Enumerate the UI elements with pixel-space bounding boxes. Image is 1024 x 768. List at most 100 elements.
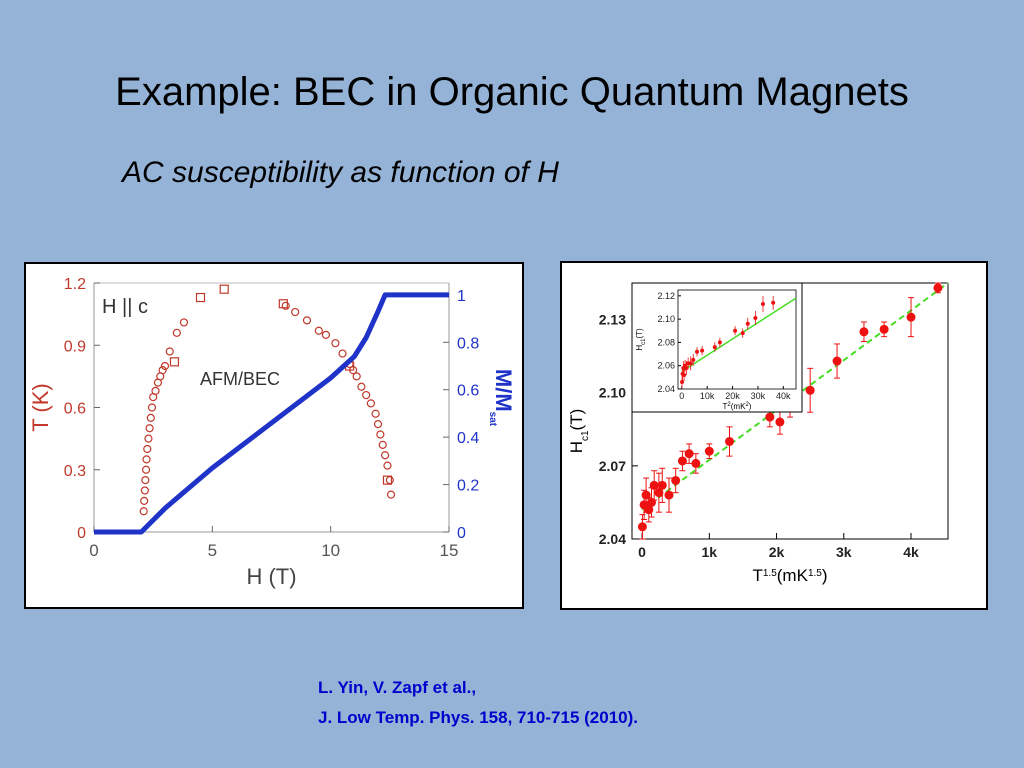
phase-boundary-point bbox=[147, 403, 157, 412]
left-figure-panel: 0 5 10 15 0 0.3 0.6 0.9 1.2 0 0.2 0.4 0.6 0.8 1 H (T) T … bbox=[24, 262, 524, 609]
phase-boundary-point bbox=[321, 330, 331, 339]
phase-boundary-point bbox=[381, 451, 390, 460]
data-point bbox=[832, 356, 842, 366]
phase-boundary-square-point bbox=[219, 284, 229, 294]
phase-boundary-point bbox=[146, 413, 155, 422]
inset-plot-frame bbox=[677, 289, 797, 390]
phase-boundary-point bbox=[314, 326, 323, 335]
x-axis-label: T1.5(mK1.5) bbox=[752, 566, 827, 585]
data-point bbox=[671, 475, 681, 485]
phase-boundary-point bbox=[140, 486, 149, 495]
inset-data-point bbox=[745, 321, 750, 326]
data-point bbox=[677, 456, 687, 466]
slide-title: Example: BEC in Organic Quantum Magnets bbox=[115, 70, 909, 114]
inset-data-point bbox=[688, 361, 693, 366]
inset-data-point bbox=[700, 348, 705, 353]
y-tick-label: 2.13 bbox=[599, 312, 626, 328]
phase-boundary-point bbox=[141, 465, 151, 474]
data-point bbox=[859, 327, 869, 337]
inset-y-tick-label: 2.08 bbox=[657, 337, 675, 347]
phase-boundary-point bbox=[160, 361, 170, 371]
data-point bbox=[691, 458, 701, 468]
phase-boundary-point bbox=[371, 409, 380, 418]
inset-x-tick-label: 30k bbox=[751, 391, 766, 401]
inset-x-axis-label: T2(mK2) bbox=[723, 402, 752, 411]
phase-boundary-point bbox=[362, 390, 371, 400]
y-left-tick-label: 1.2 bbox=[64, 276, 86, 293]
data-point bbox=[879, 324, 889, 334]
phase-boundary-point bbox=[291, 307, 300, 317]
y-left-tick-label: 0.3 bbox=[64, 463, 86, 480]
x-tick-label: 4k bbox=[903, 544, 919, 560]
inset-y-tick-label: 2.04 bbox=[657, 384, 675, 394]
y-axis-label: Hc1(T) bbox=[567, 409, 591, 454]
x-tick-label: 5 bbox=[208, 541, 217, 560]
y-right-tick-label: 0.4 bbox=[457, 430, 479, 447]
y-tick-label: 2.04 bbox=[599, 531, 626, 547]
phase-boundary-point bbox=[331, 339, 340, 348]
phase-boundary-point bbox=[338, 349, 347, 358]
inset-data-point bbox=[712, 345, 717, 350]
data-point bbox=[775, 417, 785, 427]
y-left-tick-label: 0.9 bbox=[64, 338, 86, 355]
phase-boundary-square-point bbox=[278, 299, 288, 309]
phase-boundary-point bbox=[172, 328, 181, 337]
phase-boundary-point bbox=[151, 386, 160, 396]
inset-fit-line bbox=[681, 297, 797, 373]
inset-y-axis-label: Hc1(T) bbox=[635, 328, 647, 351]
magnetization-curve bbox=[94, 292, 449, 535]
phase-boundary-point bbox=[378, 440, 387, 449]
y-right-tick-label: 0.8 bbox=[457, 335, 479, 352]
data-point bbox=[657, 480, 667, 490]
inset-data-point bbox=[740, 331, 745, 336]
phase-boundary-point bbox=[140, 496, 149, 505]
inset-y-tick-label: 2.12 bbox=[657, 291, 675, 301]
x-tick-label: 1k bbox=[702, 544, 718, 560]
phase-boundary-point bbox=[139, 507, 148, 516]
right-figure-panel: 0 1k 2k 3k 4k 2.04 2.07 2.10 2.13 T1.5(mK1.5) Hc1(… bbox=[560, 261, 988, 610]
right-chart: 0 1k 2k 3k 4k 2.04 2.07 2.10 2.13 T1.5(mK1.5) Hc1(… bbox=[567, 282, 949, 585]
data-point bbox=[724, 436, 734, 446]
x-tick-label: 0 bbox=[89, 541, 98, 560]
inset-y-tick-label: 2.10 bbox=[657, 314, 675, 324]
phase-boundary-point bbox=[385, 476, 394, 485]
inset-data-point bbox=[753, 315, 758, 320]
inset-data-point bbox=[717, 340, 722, 345]
inset-x-tick-label: 20k bbox=[725, 391, 740, 401]
x-tick-label: 2k bbox=[769, 544, 785, 560]
x-tick-label: 3k bbox=[836, 544, 852, 560]
phase-boundary-point bbox=[366, 399, 375, 408]
phase-boundary-point bbox=[145, 424, 154, 433]
inset-x-tick-label: 40k bbox=[776, 391, 791, 401]
phase-boundary-point bbox=[179, 318, 189, 327]
data-point bbox=[704, 446, 714, 456]
inset-data-point bbox=[761, 301, 766, 306]
phase-boundary-point bbox=[158, 366, 167, 375]
phase-boundary-point bbox=[144, 434, 153, 443]
inset-data-point bbox=[684, 366, 689, 371]
phase-boundary-point bbox=[376, 430, 385, 439]
x-tick-label: 0 bbox=[638, 544, 646, 560]
phase-boundary-square-point bbox=[169, 357, 180, 367]
inset-data-point bbox=[680, 380, 685, 385]
phase-boundary-point bbox=[373, 420, 383, 429]
inset-chart: 0 10k 20k 30k 40k 2.04 2.06 2.08 2.10 2.12 T2(mK2)… bbox=[631, 282, 803, 413]
y-right-tick-label: 0.2 bbox=[457, 478, 479, 495]
reference-journal: J. Low Temp. Phys. 158, 710-715 (2010). bbox=[318, 708, 639, 727]
data-point bbox=[684, 449, 694, 459]
inset-data-point bbox=[695, 349, 700, 354]
inset-data-point bbox=[771, 300, 776, 305]
phase-boundary-point bbox=[352, 372, 361, 381]
phase-boundary-point bbox=[165, 347, 174, 356]
data-point bbox=[664, 490, 674, 500]
x-tick-label: 15 bbox=[440, 541, 459, 560]
data-point bbox=[649, 480, 659, 490]
phase-boundary-point bbox=[142, 455, 151, 464]
x-tick-label: 10 bbox=[321, 541, 340, 560]
data-point bbox=[933, 283, 943, 293]
phase-boundary-point bbox=[357, 382, 366, 391]
phase-boundary-point bbox=[141, 476, 150, 485]
inset-data-point bbox=[691, 357, 696, 362]
inset-x-tick-label: 0 bbox=[679, 391, 684, 401]
